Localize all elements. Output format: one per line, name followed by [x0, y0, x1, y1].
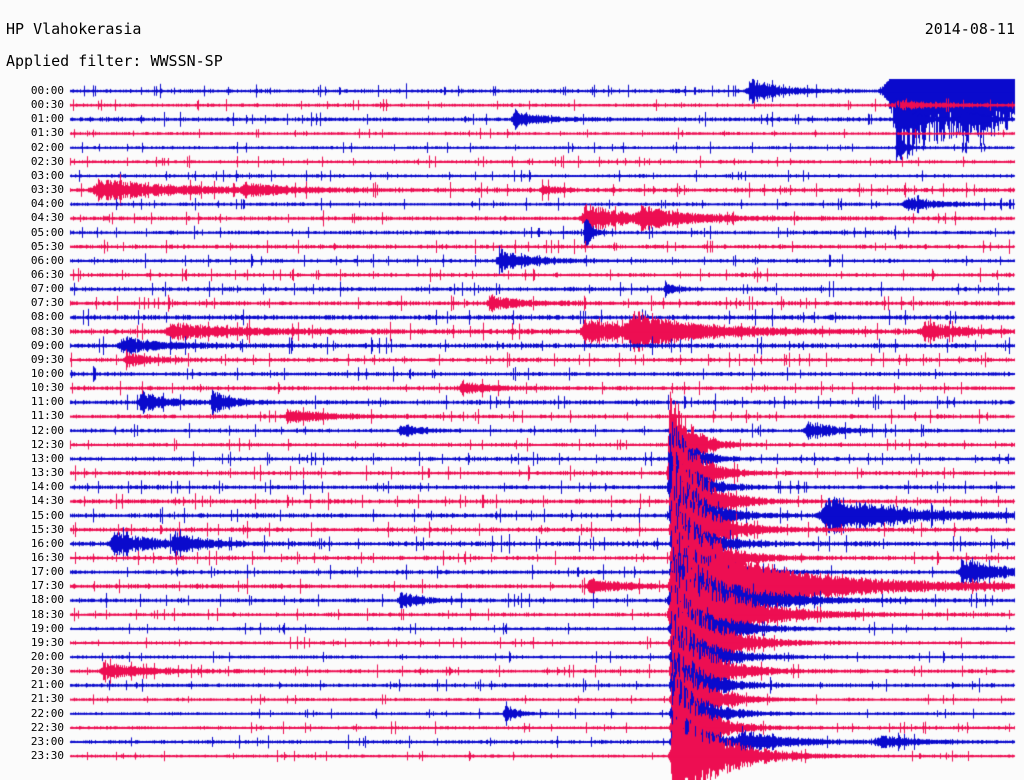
seismogram-traces: [0, 0, 1024, 780]
helicorder-plot: HP Vlahokerasia Applied filter: WWSSN-SP…: [0, 0, 1024, 780]
